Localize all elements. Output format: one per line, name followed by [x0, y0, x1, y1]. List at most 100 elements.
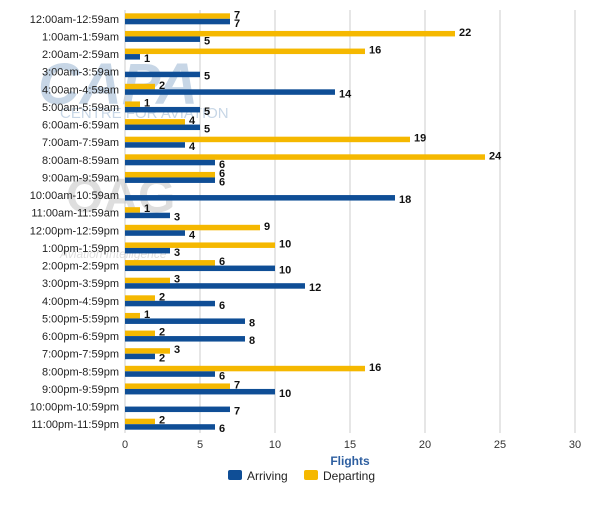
- x-tick-label: 10: [269, 439, 281, 451]
- data-label-arriving: 8: [249, 335, 255, 347]
- bar-departing: [125, 242, 275, 248]
- bar-departing: [125, 207, 140, 213]
- legend-swatch-arriving: [228, 470, 242, 480]
- bar-arriving: [125, 265, 275, 272]
- data-label-departing: 2: [159, 327, 165, 339]
- category-label: 5:00am-5:59am: [42, 102, 119, 114]
- bar-arriving: [125, 353, 155, 360]
- category-label: 9:00am-9:59am: [42, 172, 119, 184]
- bar-departing: [125, 13, 230, 19]
- data-label-departing: 6: [219, 168, 225, 180]
- legend-label-departing: Departing: [323, 469, 375, 483]
- category-label: 2:00am-2:59am: [42, 49, 119, 61]
- data-label-arriving: 5: [204, 124, 210, 136]
- bar-departing: [125, 30, 455, 37]
- data-label-departing: 3: [174, 344, 180, 356]
- bar-departing: [125, 348, 170, 354]
- data-label-arriving: 10: [279, 388, 291, 400]
- category-label: 6:00pm-6:59pm: [42, 331, 119, 343]
- category-label: 10:00pm-10:59pm: [30, 402, 119, 414]
- bar-departing: [125, 312, 140, 319]
- x-tick-label: 0: [122, 439, 128, 451]
- category-label: 1:00am-1:59am: [42, 31, 119, 43]
- category-label: 8:00pm-8:59pm: [42, 366, 119, 378]
- category-label: 11:00pm-11:59pm: [31, 419, 119, 431]
- bar-arriving: [125, 336, 245, 342]
- category-label: 2:00pm-2:59pm: [42, 261, 119, 273]
- category-label: 7:00am-7:59am: [42, 137, 119, 149]
- bar-arriving: [125, 195, 395, 201]
- data-label-arriving: 5: [204, 35, 210, 47]
- bar-arriving: [125, 18, 230, 25]
- bar-departing: [125, 224, 260, 231]
- x-tick-label: 15: [344, 439, 356, 451]
- bar-departing: [125, 119, 185, 125]
- x-tick-label: 5: [197, 439, 203, 451]
- data-label-arriving: 5: [204, 106, 210, 118]
- bar-arriving: [125, 424, 215, 430]
- bar-departing: [125, 171, 215, 178]
- data-label-arriving: 3: [174, 212, 180, 224]
- bars: [125, 13, 485, 430]
- data-label-departing: 2: [159, 80, 165, 92]
- data-label-departing: 19: [414, 133, 426, 145]
- category-label: 3:00am-3:59am: [42, 67, 119, 79]
- data-label-departing: 16: [369, 45, 381, 57]
- x-axis-title: Flights: [330, 454, 370, 468]
- data-label-departing: 16: [369, 362, 381, 374]
- data-label-departing: 10: [279, 238, 291, 250]
- category-label: 6:00am-6:59am: [42, 120, 119, 132]
- category-label: 5:00pm-5:59pm: [42, 313, 119, 325]
- data-label-arriving: 18: [399, 194, 411, 206]
- bar-departing: [125, 83, 155, 90]
- category-label: 11:00am-11:59am: [31, 208, 119, 220]
- bar-arriving: [125, 159, 215, 166]
- data-label-departing: 1: [144, 309, 150, 321]
- data-label-arriving: 6: [219, 159, 225, 171]
- data-label-arriving: 2: [159, 353, 165, 365]
- bar-arriving: [125, 283, 305, 289]
- bar-arriving: [125, 54, 140, 60]
- bar-arriving: [125, 300, 215, 307]
- bar-departing: [125, 383, 230, 389]
- data-label-arriving: 4: [189, 141, 196, 153]
- bar-arriving: [125, 388, 275, 395]
- bar-departing: [125, 154, 485, 160]
- gridlines: [124, 10, 576, 433]
- x-tick-label: 30: [569, 439, 581, 451]
- watermark: CAPA CENTRE FOR AVIATION OAG Aviation In…: [38, 52, 229, 261]
- bar-arriving: [125, 318, 245, 324]
- bar-departing: [125, 330, 155, 337]
- bar-departing: [125, 260, 215, 266]
- bar-arriving: [125, 212, 170, 219]
- data-label-departing: 7: [234, 9, 240, 21]
- x-tick-labels: 0 5 10 15 20 25 30: [122, 439, 581, 451]
- data-label-arriving: 4: [189, 229, 196, 241]
- data-label-departing: 2: [159, 291, 165, 303]
- category-label: 4:00pm-4:59pm: [42, 296, 119, 308]
- category-label: 4:00am-4:59am: [42, 84, 119, 96]
- data-label-arriving: 5: [204, 71, 210, 83]
- bar-departing: [125, 365, 365, 372]
- bar-departing: [125, 277, 170, 284]
- bar-arriving: [125, 371, 215, 377]
- bar-departing: [125, 48, 365, 55]
- category-label: 12:00am-12:59am: [30, 14, 119, 26]
- x-tick-label: 25: [494, 439, 506, 451]
- data-label-arriving: 12: [309, 282, 321, 294]
- bar-arriving: [125, 247, 170, 254]
- bar-arriving: [125, 89, 335, 95]
- bar-departing: [125, 295, 155, 301]
- data-labels: 7722516152141545194246661813941036103122…: [144, 9, 502, 435]
- category-label: 9:00pm-9:59pm: [42, 384, 119, 396]
- data-label-arriving: 7: [234, 18, 240, 30]
- bar-arriving: [125, 230, 185, 236]
- data-label-departing: 1: [144, 203, 150, 215]
- category-label: 12:00pm-12:59pm: [30, 225, 119, 237]
- capa-logo: CAPA: [38, 52, 198, 117]
- data-label-arriving: 10: [279, 265, 291, 277]
- category-label: 8:00am-8:59am: [42, 155, 119, 167]
- data-label-arriving: 6: [219, 370, 225, 382]
- data-label-departing: 9: [264, 221, 270, 233]
